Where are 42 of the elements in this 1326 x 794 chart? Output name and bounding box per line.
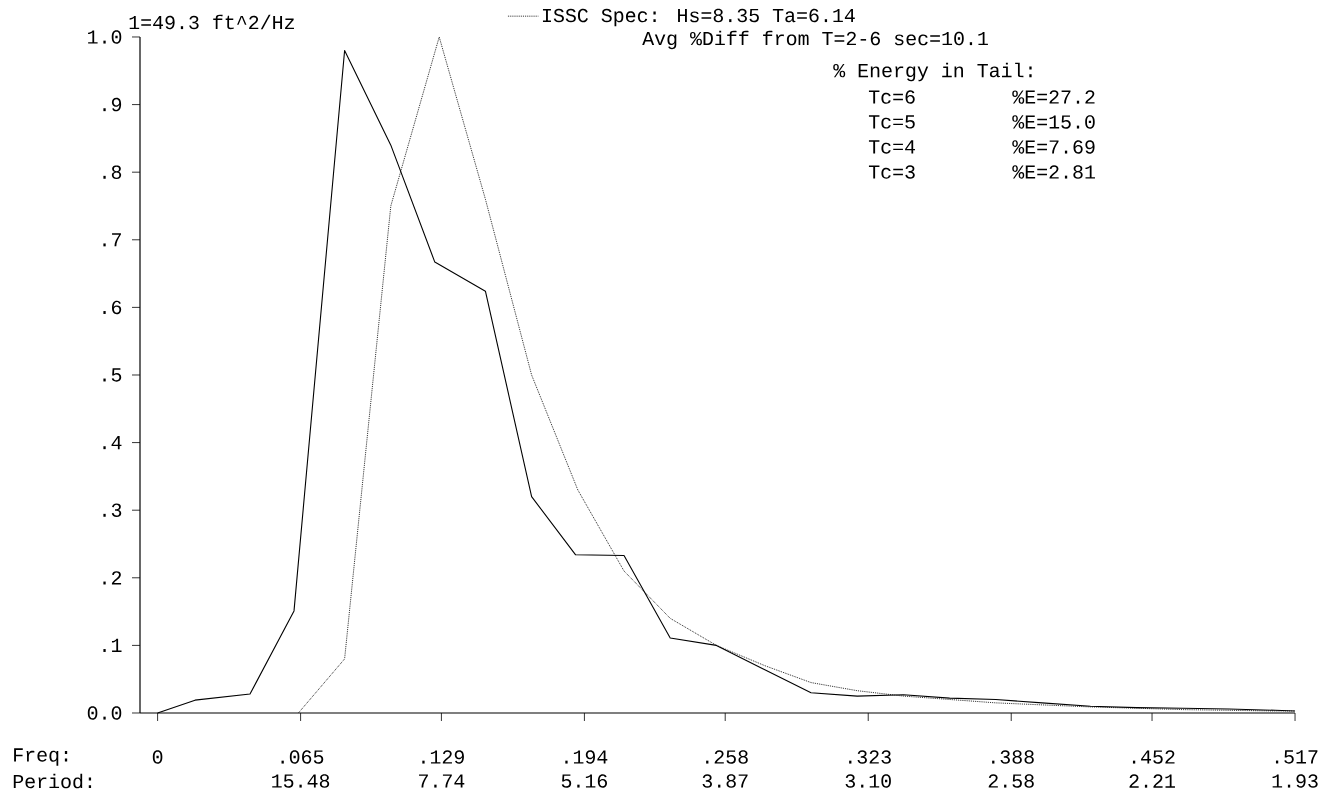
- annotation: Tc=4: [868, 140, 916, 154]
- text: 15.48: [272, 774, 330, 788]
- annotation: %E=7.69: [1012, 140, 1095, 154]
- text: Period:: [13, 773, 92, 789]
- y-tick-label: .3: [103, 503, 122, 517]
- annotation: % Energy in Tail:: [833, 62, 1032, 82]
- text: 7.74: [419, 774, 465, 788]
- x-tick-label: .452: [1132, 750, 1175, 764]
- text: 3.10: [845, 774, 891, 788]
- x-tick-label: .065: [281, 750, 324, 764]
- x-tick-label: .129: [422, 750, 464, 764]
- x-tick-label: .517: [1275, 750, 1318, 764]
- annotation: Tc=6: [868, 90, 915, 104]
- y-tick-label: .4: [103, 436, 122, 450]
- annotation: Tc=5: [868, 115, 915, 129]
- y-tick-label: .6: [103, 300, 122, 315]
- x-tick-label: .258: [706, 750, 748, 764]
- y-tick-label: 0.0: [87, 706, 122, 720]
- annotation: Avg %Diff from T=2-6 sec=10.1: [642, 30, 988, 50]
- x-tick-label: .388: [992, 750, 1034, 764]
- y-tick-label: .8: [103, 165, 122, 179]
- annotation: %E=15.0: [1012, 115, 1095, 129]
- x-tick-label: .323: [849, 750, 891, 764]
- y-tick-label: 1.0: [88, 30, 122, 44]
- y-tick-label: .1: [103, 638, 122, 652]
- y-tick-label: .9: [103, 97, 122, 112]
- legend-label: ISSC Spec: Hs=8.35 Ta=6.14: [542, 8, 855, 27]
- x-tick-label: 0: [152, 750, 163, 764]
- chart-title: 1=49.3 ft^2/Hz: [129, 14, 294, 30]
- annotation: %E=2.81: [1012, 165, 1095, 179]
- text: 3.87: [702, 774, 748, 788]
- y-tick-label: .5: [103, 368, 122, 382]
- text: 1.93: [1272, 774, 1318, 788]
- y-tick-label: .2: [103, 571, 122, 585]
- text: 2.21: [1129, 774, 1175, 788]
- annotation: Tc=3: [868, 165, 915, 179]
- annotation: %E=27.2: [1012, 90, 1095, 104]
- x-tick-label: .194: [565, 750, 608, 764]
- y-tick-label: .7: [103, 233, 121, 247]
- text: 2.58: [988, 774, 1034, 788]
- text: 5.16: [561, 774, 608, 788]
- x-axis-title: Freq:: [14, 748, 68, 766]
